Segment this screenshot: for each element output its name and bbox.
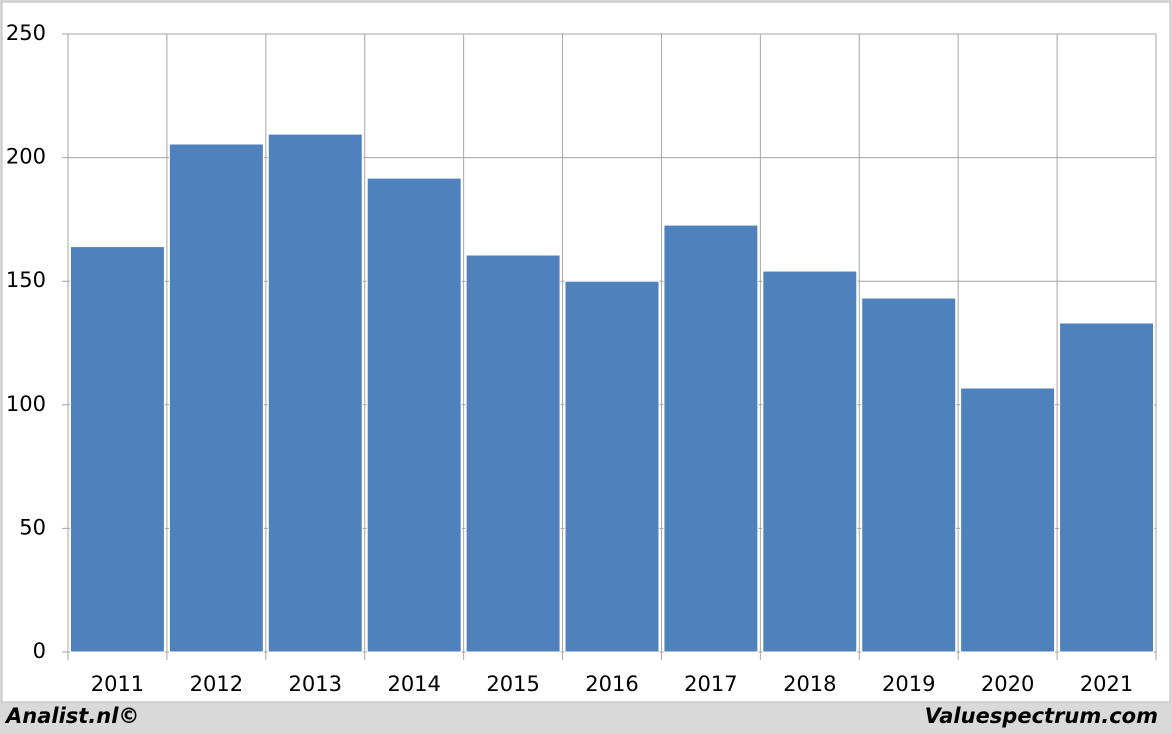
y-tick-label: 250 (6, 21, 46, 45)
bar (1059, 322, 1155, 653)
credit-left: Analist.nl© (4, 704, 139, 728)
x-tick-label: 2020 (981, 672, 1034, 696)
bar (960, 387, 1056, 653)
x-tick-label: 2017 (684, 672, 737, 696)
x-tick-label: 2012 (190, 672, 243, 696)
bar (465, 254, 561, 653)
y-tick-label: 0 (33, 639, 46, 663)
x-tick-label: 2019 (882, 672, 935, 696)
bar (663, 224, 759, 653)
x-tick-label: 2015 (486, 672, 539, 696)
credit-right: Valuespectrum.com (925, 704, 1158, 728)
bar (267, 133, 363, 653)
y-tick-label: 50 (19, 515, 46, 539)
bar (366, 177, 462, 653)
bar (564, 280, 660, 653)
x-tick-label: 2014 (387, 672, 440, 696)
y-tick-label: 200 (6, 145, 46, 169)
x-tick-label: 2021 (1080, 672, 1133, 696)
bar (69, 246, 165, 653)
bar (168, 143, 264, 653)
y-tick-label: 150 (6, 268, 46, 292)
bar (861, 297, 957, 653)
x-tick-label: 2016 (585, 672, 638, 696)
x-tick-label: 2011 (91, 672, 144, 696)
bar (762, 270, 858, 653)
x-tick-label: 2013 (289, 672, 342, 696)
x-tick-label: 2018 (783, 672, 836, 696)
y-tick-label: 100 (6, 392, 46, 416)
